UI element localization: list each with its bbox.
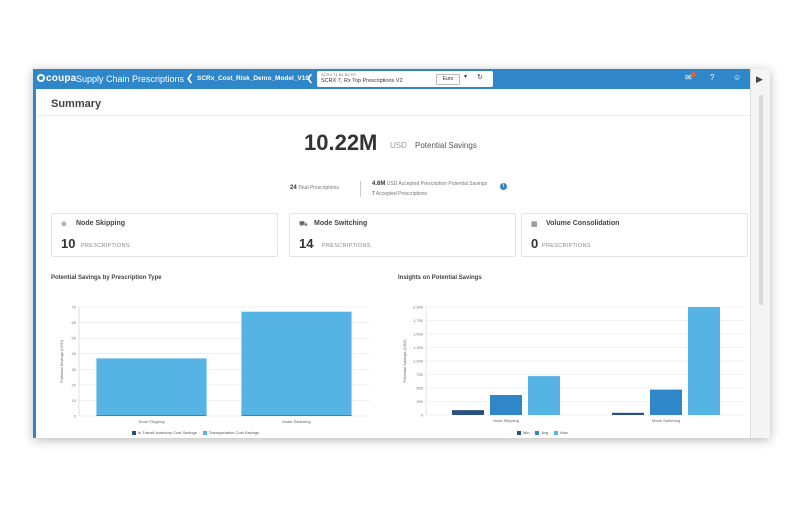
chart-legend: Min Avg Max [511, 430, 568, 435]
notification-icon[interactable]: ✉ [685, 73, 692, 82]
y-tick-label: 1,000 [413, 359, 424, 364]
notification-badge [691, 72, 696, 77]
accepted-savings: 4.6M USD Accepted Prescription Potential… [372, 181, 488, 187]
card-count: 14 [299, 236, 314, 251]
expand-panel-icon[interactable]: ▶ [756, 74, 763, 84]
y-tick-label: 70 [72, 305, 77, 310]
card-volume-consolidation[interactable]: ▦ Volume Consolidation 0 PRESCRIPTIONS [521, 213, 748, 257]
y-tick-label: 0 [421, 413, 424, 418]
card-node-skipping[interactable]: ⊛ Node Skipping 10 PRESCRIPTIONS [51, 213, 278, 257]
savings-by-type-chart: 0 10 20 30 40 50 60 70 Potential Savings (USD) No… [59, 305, 369, 424]
y-tick-label: 0 [74, 414, 77, 419]
side-panel: ▶ [750, 69, 770, 438]
y-tick-label: 50 [72, 336, 77, 341]
accepted-prescriptions: 7 Accepted Prescriptions [372, 191, 428, 197]
y-tick-label: 500 [416, 386, 423, 391]
y-tick-label: 2,000 [413, 305, 424, 310]
summary-content: Summary 10.22M USD Potential Savings 24 … [33, 89, 750, 438]
y-tick-label: 1,250 [413, 345, 424, 350]
potential-savings-label: Potential Savings [415, 141, 477, 150]
y-tick-label: 60 [72, 320, 77, 325]
card-title: Mode Switching [314, 220, 368, 227]
card-unit: PRESCRIPTIONS [322, 243, 371, 249]
app-window: coupa Supply Chain Prescriptions ❮ SCRx_… [33, 69, 770, 438]
back-chevron-icon[interactable]: ❮ [186, 73, 194, 83]
back-chevron-icon[interactable]: ❮ [306, 73, 314, 83]
chart-legend: In Transit Inventory Cost Savings Transpo… [126, 430, 259, 435]
truck-icon: ⛟ [299, 221, 308, 228]
y-tick-label: 1,500 [413, 332, 424, 337]
bar [528, 376, 560, 415]
legend-label[interactable]: In Transit Inventory Cost Savings [138, 430, 197, 435]
info-icon[interactable]: i [500, 183, 507, 190]
legend-label[interactable]: Max [560, 430, 568, 435]
bar [490, 395, 522, 415]
potential-savings-value: 10.22M [304, 130, 378, 155]
legend-swatch [202, 431, 207, 435]
legend-swatch [132, 431, 136, 435]
potential-savings-unit: USD [390, 141, 407, 150]
y-tick-label: 1,750 [413, 318, 424, 323]
y-tick-label: 20 [72, 382, 77, 387]
page-title: Summary [51, 98, 102, 110]
bar [452, 410, 484, 415]
divider [360, 181, 361, 197]
card-unit: PRESCRIPTIONS [81, 243, 130, 249]
y-tick-label: 250 [416, 399, 423, 404]
scenario-code: SCRX T1 B1 B2 RT [321, 72, 357, 77]
app-title: Supply Chain Prescriptions [76, 74, 185, 84]
card-count: 10 [61, 236, 76, 251]
y-tick-label: 40 [72, 351, 77, 356]
legend-swatch [554, 431, 559, 435]
legend-label[interactable]: Avg [541, 430, 549, 435]
bar [688, 307, 720, 415]
chevron-down-icon[interactable]: ▼ [463, 74, 468, 80]
bar [241, 415, 352, 416]
card-title: Node Skipping [76, 220, 125, 227]
legend-label[interactable]: Transportation Cost Savings [208, 430, 260, 435]
y-tick-label: 750 [416, 372, 423, 377]
insights-chart: 0 250 500 750 1,000 1,250 1,500 1,750 2,000 Poten… [402, 305, 746, 423]
bar [96, 358, 207, 416]
y-tick-label: 10 [72, 398, 77, 403]
card-mode-switching[interactable]: ⛟ Mode Switching 14 PRESCRIPTIONS [289, 213, 516, 257]
x-tick-label: Mode Switching [652, 418, 680, 423]
chart-title: Insights on Potential Savings [398, 275, 482, 281]
logo-icon [37, 74, 45, 82]
x-tick-label: Node Skipping [493, 418, 519, 423]
y-tick-label: 30 [72, 367, 77, 372]
bar [96, 415, 207, 416]
divider [36, 115, 750, 116]
bar [650, 389, 682, 415]
coupa-logo[interactable]: coupa [37, 73, 76, 84]
chart-title: Potential Savings by Prescription Type [51, 275, 162, 281]
x-tick-label: Node Skipping [138, 419, 164, 424]
node-skip-icon: ⊛ [61, 221, 67, 228]
help-icon[interactable]: ? [710, 73, 715, 82]
card-count: 0 [531, 236, 539, 251]
legend-label[interactable]: Min [523, 430, 530, 435]
legend-swatch [535, 431, 540, 435]
y-axis-label: Potential Savings (USD) [59, 339, 64, 383]
currency-select[interactable]: Euro [436, 74, 460, 85]
x-tick-label: Mode Switching [282, 419, 310, 424]
scenario-name: SCRX 7, Rx Top Prescriptions V2 [321, 78, 403, 84]
scrollbar[interactable] [759, 95, 763, 305]
bar [241, 311, 352, 416]
refresh-icon[interactable]: ↻ [477, 74, 483, 81]
user-icon[interactable]: ☺ [733, 73, 742, 82]
scenario-selector[interactable]: SCRX T1 B1 B2 RT SCRX 7, Rx Top Prescrip… [317, 71, 493, 87]
card-unit: PRESCRIPTIONS [542, 243, 591, 249]
model-name-breadcrumb[interactable]: SCRx_Cost_Risk_Demo_Model_V10 [197, 75, 309, 82]
bar [612, 412, 644, 415]
y-axis-label: Potential Savings (USD) [402, 339, 407, 383]
top-bar: coupa Supply Chain Prescriptions ❮ SCRx_… [33, 69, 750, 89]
card-title: Volume Consolidation [546, 220, 620, 227]
legend-swatch [517, 431, 521, 435]
total-prescriptions: 24 Total Prescriptions [290, 185, 339, 191]
consolidation-icon: ▦ [531, 221, 538, 228]
